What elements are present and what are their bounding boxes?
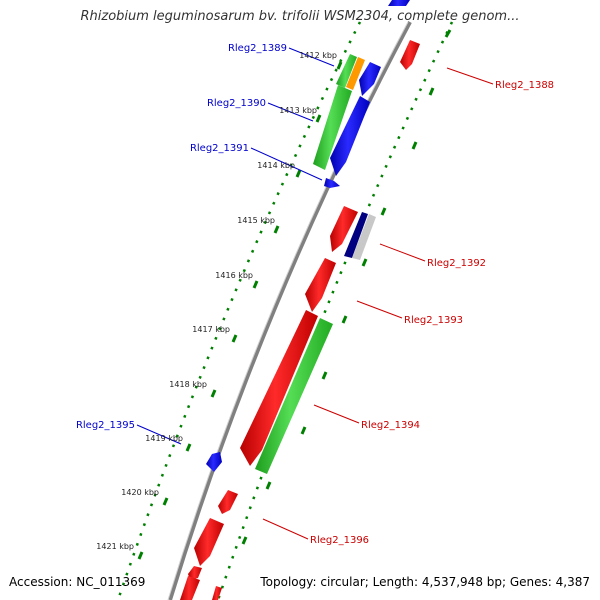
leader-rleg2-1390 xyxy=(267,102,314,122)
gene-rleg2-1395 xyxy=(206,452,222,472)
leader-rleg2-1392 xyxy=(379,243,426,262)
gene-rleg2-1393 xyxy=(305,258,336,312)
label-rleg2-1394[interactable]: Rleg2_1394 xyxy=(361,420,420,431)
gene-rleg2-1388 xyxy=(400,40,420,70)
gene-blue-long xyxy=(330,96,370,176)
label-rleg2-1393[interactable]: Rleg2_1393 xyxy=(404,315,463,326)
label-rleg2-1388[interactable]: Rleg2_1388 xyxy=(495,80,554,91)
leader-rleg2-1395 xyxy=(136,424,182,445)
gene-rleg2-1391 xyxy=(324,178,340,188)
genome-backbone xyxy=(168,21,412,600)
kbp-tick-label: 1418 kbp xyxy=(169,380,207,389)
gene-rleg2-1389-orange xyxy=(346,57,365,90)
accession-text: Accession: NC_011369 xyxy=(9,575,146,589)
kbp-tick-label: 1417 kbp xyxy=(192,325,230,334)
leader-rleg2-1388 xyxy=(446,67,494,85)
leader-rleg2-1391 xyxy=(250,147,323,181)
gene-red-lower-b xyxy=(188,566,202,580)
gene-top-partial xyxy=(388,0,410,6)
kbp-tick-label: 1415 kbp xyxy=(237,216,275,225)
gene-rleg2-1396 xyxy=(218,490,238,514)
leader-rleg2-1394 xyxy=(313,404,360,424)
outer-track-dashes xyxy=(241,29,452,545)
label-rleg2-1390[interactable]: Rleg2_1390 xyxy=(207,98,266,109)
gene-small-blue-a xyxy=(359,62,381,96)
kbp-tick-label: 1414 kbp xyxy=(257,161,295,170)
gene-rleg2-1389-green xyxy=(336,54,357,88)
gene-rleg2-1392-navy xyxy=(344,212,368,258)
label-rleg2-1395[interactable]: Rleg2_1395 xyxy=(76,420,135,431)
gene-rleg2-1390 xyxy=(313,85,352,170)
gene-rleg2-1392-red xyxy=(330,206,358,252)
gene-rleg2-1392-grey xyxy=(352,214,376,260)
inner-track-dashes xyxy=(137,61,343,560)
kbp-tick-label: 1420 kbp xyxy=(121,488,159,497)
leader-rleg2-1389 xyxy=(288,47,335,67)
gene-rleg2-1394-green xyxy=(255,318,333,474)
label-rleg2-1391[interactable]: Rleg2_1391 xyxy=(190,143,249,154)
label-rleg2-1392[interactable]: Rleg2_1392 xyxy=(427,258,486,269)
gene-red-lower-d xyxy=(212,586,222,600)
kbp-tick-label: 1416 kbp xyxy=(215,271,253,280)
kbp-tick-label: 1413 kbp xyxy=(279,106,317,115)
kbp-tick-label: 1419 kbp xyxy=(145,434,183,443)
gene-rleg2-1394-red xyxy=(240,310,318,466)
outer-dotted-track xyxy=(216,21,454,600)
gene-red-lower-a xyxy=(194,518,224,566)
gene-red-lower-c xyxy=(180,576,200,600)
label-rleg2-1389[interactable]: Rleg2_1389 xyxy=(228,43,287,54)
inner-dotted-track xyxy=(116,21,362,600)
leader-rleg2-1393 xyxy=(356,300,403,319)
leader-rleg2-1396 xyxy=(262,518,309,540)
map-title: Rhizobium leguminosarum bv. trifolii WSM… xyxy=(80,9,520,24)
kbp-tick-label: 1412 kbp xyxy=(299,51,337,60)
topology-text: Topology: circular; Length: 4,537,948 bp… xyxy=(260,575,590,589)
kbp-tick-label: 1421 kbp xyxy=(96,542,134,551)
label-rleg2-1396[interactable]: Rleg2_1396 xyxy=(310,535,369,546)
